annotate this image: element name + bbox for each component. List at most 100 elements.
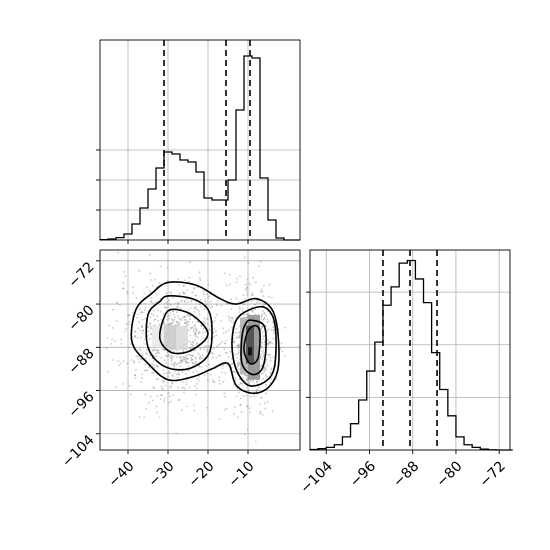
scatter-point: [205, 365, 207, 368]
scatter-point: [244, 374, 247, 377]
scatter-point: [172, 375, 174, 378]
scatter-point: [206, 293, 209, 296]
scatter-point: [235, 281, 238, 284]
scatter-point: [127, 314, 129, 317]
scatter-point: [168, 395, 171, 398]
scatter-point: [189, 347, 192, 350]
scatter-point: [230, 298, 233, 301]
scatter-point: [157, 309, 159, 312]
scatter-point: [262, 303, 264, 306]
scatter-point: [195, 328, 198, 331]
scatter-point: [260, 365, 262, 367]
scatter-point: [128, 385, 131, 387]
scatter-point: [262, 352, 265, 355]
scatter-point: [182, 358, 185, 361]
scatter-point: [180, 356, 183, 359]
scatter-point: [185, 373, 188, 376]
scatter-point: [209, 374, 212, 376]
scatter-point: [155, 349, 157, 352]
scatter-point: [154, 301, 157, 304]
scatter-point: [176, 376, 179, 379]
scatter-point: [187, 361, 190, 364]
scatter-point: [243, 379, 246, 382]
scatter-point: [193, 310, 196, 313]
scatter-point: [238, 306, 241, 309]
scatter-point: [172, 350, 175, 353]
scatter-point: [221, 367, 224, 370]
scatter-point: [155, 411, 158, 414]
scatter-point: [225, 351, 228, 354]
contour-0: [130, 281, 280, 395]
scatter-point: [217, 343, 220, 346]
scatter-point: [155, 364, 158, 367]
scatter-point: [185, 298, 188, 300]
scatter-point: [191, 340, 194, 343]
scatter-point: [257, 299, 260, 302]
scatter-point: [196, 308, 199, 311]
scatter-point: [189, 318, 192, 321]
scatter-point: [160, 318, 163, 321]
scatter-point: [242, 310, 244, 313]
scatter-point: [271, 410, 274, 413]
scatter-point: [265, 360, 267, 363]
scatter-point: [195, 393, 198, 396]
scatter-point: [250, 300, 253, 303]
scatter-point: [259, 356, 262, 358]
scatter-point: [165, 307, 168, 309]
scatter-point: [166, 372, 169, 374]
scatter-point: [111, 359, 114, 361]
scatter-point: [162, 388, 165, 391]
scatter-point: [194, 327, 197, 330]
scatter-point: [243, 303, 246, 306]
scatter-point: [112, 308, 115, 311]
scatter-point: [261, 372, 264, 375]
scatter-point: [138, 308, 141, 311]
scatter-point: [218, 354, 220, 357]
scatter-point: [191, 358, 194, 361]
scatter-point: [261, 358, 264, 361]
scatter-point: [184, 316, 186, 319]
scatter-point: [212, 331, 215, 334]
scatter-point: [172, 355, 175, 358]
scatter-point: [190, 327, 193, 330]
scatter-point: [206, 318, 209, 321]
scatter-point: [212, 331, 215, 334]
scatter-point: [115, 320, 118, 323]
scatter-point: [168, 323, 170, 326]
scatter-point: [122, 287, 125, 290]
scatter-point: [168, 370, 170, 373]
scatter-point: [269, 359, 272, 362]
scatter-point: [204, 299, 207, 301]
scatter-point: [206, 348, 209, 351]
scatter-point: [171, 322, 173, 325]
scatter-point: [140, 336, 142, 339]
scatter-point: [171, 374, 174, 376]
scatter-point: [162, 369, 165, 372]
scatter-point: [178, 322, 181, 325]
scatter-point: [145, 348, 148, 351]
scatter-point: [270, 368, 272, 371]
scatter-point: [185, 361, 188, 364]
scatter-point: [260, 396, 263, 399]
scatter-point: [199, 298, 202, 301]
scatter-point: [117, 360, 120, 363]
scatter-point: [166, 300, 169, 303]
y-tick-label-1: −96: [65, 389, 97, 421]
scatter-point: [202, 348, 205, 351]
scatter-point: [171, 382, 174, 385]
scatter-point: [191, 291, 194, 294]
scatter-point: [186, 314, 189, 317]
scatter-point: [158, 323, 161, 326]
scatter-point: [266, 375, 269, 378]
scatter-point: [154, 318, 157, 321]
scatter-point: [145, 407, 148, 410]
scatter-point: [170, 362, 173, 365]
scatter-point: [149, 395, 152, 398]
scatter-point: [203, 374, 206, 377]
scatter-point: [218, 376, 221, 379]
scatter-point: [162, 381, 165, 384]
scatter-point: [189, 314, 192, 317]
scatter-point: [270, 328, 273, 331]
scatter-point: [235, 327, 238, 330]
scatter-point: [237, 363, 239, 366]
